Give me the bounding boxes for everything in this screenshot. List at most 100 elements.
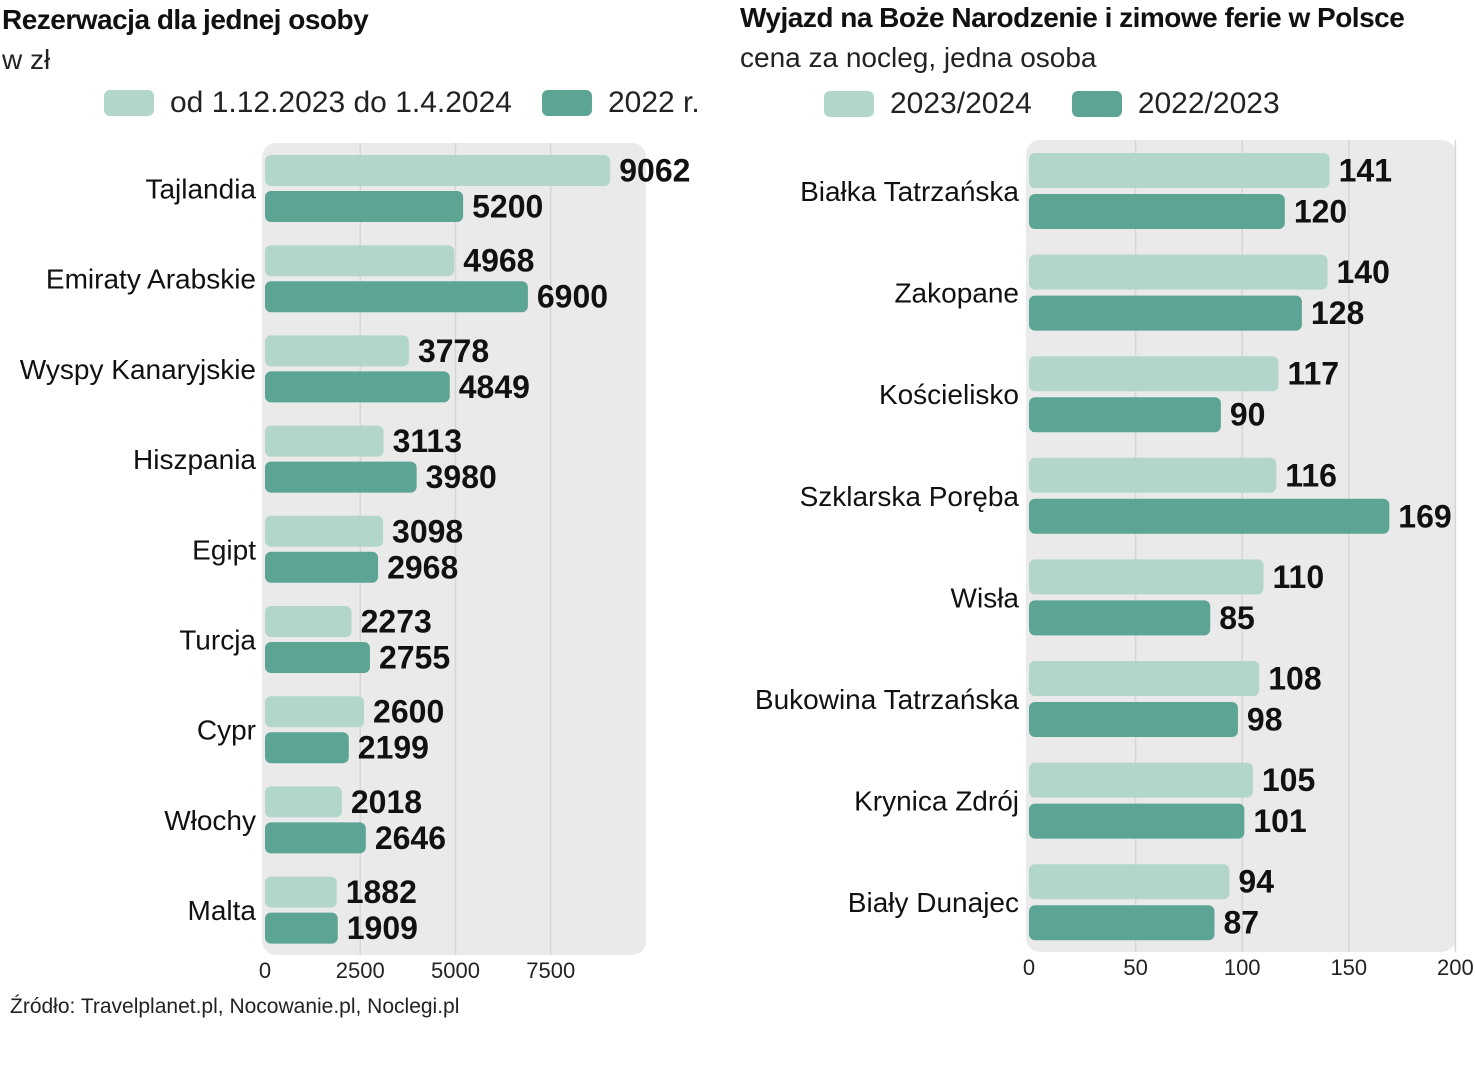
left-data-label: 4968 bbox=[463, 243, 534, 279]
right-data-label: 101 bbox=[1253, 803, 1306, 839]
left-data-label: 2018 bbox=[351, 784, 422, 820]
left-bar-previous bbox=[265, 732, 349, 764]
right-data-label: 110 bbox=[1273, 559, 1325, 595]
right-bar-current bbox=[1029, 254, 1328, 290]
left-bar-previous bbox=[265, 461, 417, 493]
right-category-label: Zakopane bbox=[894, 278, 1019, 309]
right-bar-current bbox=[1029, 457, 1277, 493]
left-bar-previous bbox=[265, 371, 450, 403]
legend-item-series-2: 2022/2023 bbox=[1071, 87, 1280, 121]
right-data-label: 90 bbox=[1230, 397, 1266, 433]
legend-swatch-dark bbox=[541, 90, 592, 116]
right-bar-previous bbox=[1029, 397, 1221, 433]
right-data-label: 87 bbox=[1223, 905, 1259, 941]
right-data-label: 140 bbox=[1336, 254, 1389, 290]
right-bar-previous bbox=[1029, 702, 1238, 737]
left-bar-current bbox=[265, 606, 352, 637]
left-category-label: Włochy bbox=[164, 805, 256, 836]
right-chart-legend: 2023/2024 2022/2023 bbox=[824, 87, 1310, 121]
right-data-label: 116 bbox=[1285, 457, 1337, 493]
left-x-tick-label: 2500 bbox=[336, 958, 385, 983]
left-chart-title: Rezerwacja dla jednej osoby bbox=[2, 4, 369, 35]
right-category-label: Kościelisko bbox=[879, 379, 1019, 410]
left-bar-previous bbox=[265, 281, 528, 313]
right-x-tick-label: 100 bbox=[1224, 955, 1261, 980]
left-bar-previous bbox=[265, 822, 366, 854]
left-category-label: Emiraty Arabskie bbox=[46, 264, 256, 295]
right-chart-subtitle: cena za nocleg, jedna osoba bbox=[740, 42, 1097, 73]
right-bar-current bbox=[1029, 153, 1330, 188]
left-bar-current bbox=[265, 335, 409, 367]
right-x-tick-label: 150 bbox=[1330, 955, 1367, 980]
left-data-label: 1909 bbox=[347, 910, 418, 946]
right-category-label: Biały Dunajec bbox=[848, 887, 1019, 918]
right-data-label: 141 bbox=[1339, 153, 1392, 189]
right-chart-title: Wyjazd na Boże Narodzenie i zimowe ferie… bbox=[740, 2, 1405, 33]
left-data-label: 1882 bbox=[346, 874, 417, 910]
right-bar-current bbox=[1029, 661, 1260, 696]
right-bar-previous bbox=[1029, 498, 1390, 534]
right-category-label: Szklarska Poręba bbox=[800, 481, 1020, 512]
right-data-label: 85 bbox=[1219, 600, 1255, 636]
left-category-label: Hiszpania bbox=[133, 444, 256, 475]
left-bar-previous bbox=[265, 191, 464, 222]
legend-label: 2022 r. bbox=[607, 86, 700, 119]
legend-swatch-light bbox=[104, 90, 154, 116]
right-data-label: 117 bbox=[1287, 356, 1339, 392]
right-bar-previous bbox=[1029, 295, 1302, 331]
left-category-label: Egipt bbox=[192, 534, 256, 565]
left-category-label: Turcja bbox=[179, 625, 256, 656]
left-category-label: Cypr bbox=[197, 715, 256, 746]
legend-label: 2022/2023 bbox=[1137, 87, 1280, 120]
left-data-label: 2646 bbox=[375, 820, 446, 856]
left-bar-current bbox=[265, 696, 365, 728]
legend-item-series-1: 2023/2024 bbox=[824, 87, 1032, 121]
legend-label: 2023/2024 bbox=[890, 87, 1032, 120]
left-chart-legend: od 1.12.2023 do 1.4.2024 2022 r. bbox=[104, 86, 730, 120]
right-bar-previous bbox=[1029, 803, 1245, 839]
right-category-label: Bukowina Tatrzańska bbox=[755, 684, 1020, 715]
legend-item-series-2: 2022 r. bbox=[541, 86, 700, 120]
right-x-tick-label: 0 bbox=[1023, 955, 1035, 980]
legend-swatch-dark bbox=[1071, 91, 1122, 117]
left-data-label: 3098 bbox=[392, 513, 463, 549]
right-data-label: 98 bbox=[1247, 702, 1283, 738]
legend-swatch-light bbox=[824, 91, 874, 117]
legend-item-series-1: od 1.12.2023 do 1.4.2024 bbox=[104, 86, 512, 120]
left-data-label: 3113 bbox=[393, 423, 462, 459]
left-data-label: 3778 bbox=[418, 333, 489, 369]
left-data-label: 2199 bbox=[358, 730, 429, 766]
left-bar-previous bbox=[265, 912, 338, 944]
left-category-label: Tajlandia bbox=[145, 174, 256, 205]
right-data-label: 94 bbox=[1238, 864, 1274, 900]
left-data-label: 4849 bbox=[459, 369, 530, 405]
right-bar-current bbox=[1029, 559, 1264, 595]
left-data-label: 2755 bbox=[379, 640, 450, 676]
right-x-tick-label: 50 bbox=[1123, 955, 1147, 980]
left-bar-current bbox=[265, 786, 342, 818]
left-bar-current bbox=[265, 155, 611, 186]
left-data-label: 5200 bbox=[472, 189, 543, 225]
right-data-label: 169 bbox=[1398, 498, 1451, 534]
left-bar-current bbox=[265, 876, 337, 908]
right-bar-current bbox=[1029, 356, 1279, 392]
left-data-label: 6900 bbox=[537, 279, 608, 315]
left-x-tick-label: 7500 bbox=[526, 958, 575, 983]
left-category-label: Wyspy Kanaryjskie bbox=[20, 354, 256, 385]
left-chart-subtitle: w zł bbox=[2, 44, 51, 75]
source-note: Źródło: Travelplanet.pl, Nocowanie.pl, N… bbox=[10, 995, 460, 1018]
right-category-label: Białka Tatrzańska bbox=[800, 176, 1019, 207]
right-data-label: 128 bbox=[1311, 295, 1364, 331]
left-data-label: 2273 bbox=[361, 604, 432, 640]
right-bar-current bbox=[1029, 864, 1230, 900]
left-category-label: Malta bbox=[188, 895, 257, 926]
left-data-label: 2600 bbox=[373, 694, 444, 730]
right-bar-previous bbox=[1029, 194, 1285, 229]
left-data-label: 2968 bbox=[387, 549, 458, 585]
right-x-tick-label: 200 bbox=[1437, 955, 1474, 980]
legend-label: od 1.12.2023 do 1.4.2024 bbox=[170, 86, 512, 119]
left-x-tick-label: 5000 bbox=[431, 958, 480, 983]
left-bar-current bbox=[265, 245, 455, 277]
right-bar-previous bbox=[1029, 600, 1211, 636]
